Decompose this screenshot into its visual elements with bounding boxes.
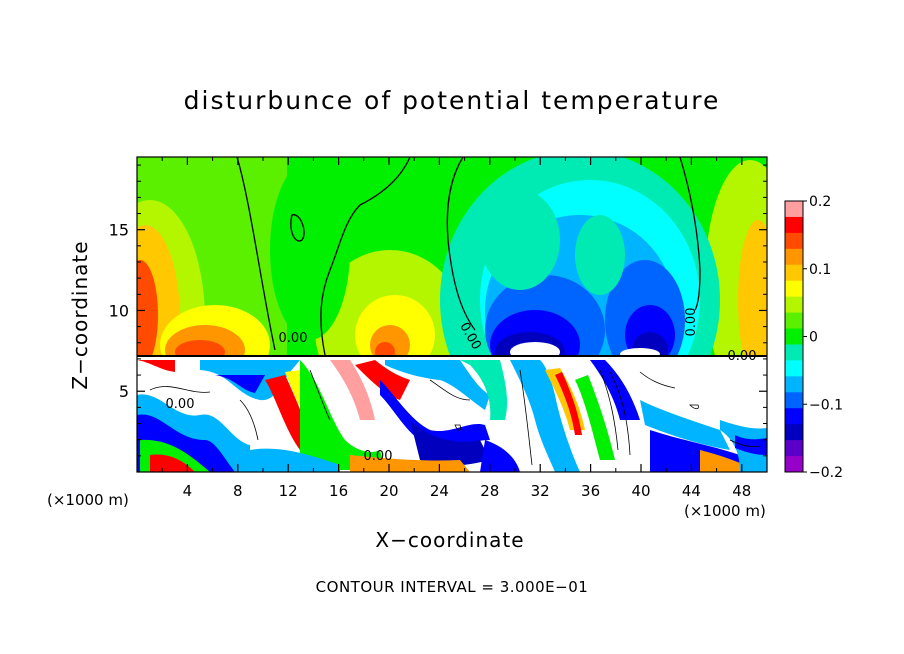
colorbar-swatch [785,201,803,218]
x-axis-label: X−coordinate [375,528,525,552]
x-tick-label: 16 [329,482,348,500]
y-tick-label: 15 [109,221,129,240]
contour-label: 0.00 [364,449,393,464]
colorbar-swatch [785,328,803,345]
contour-lines [137,157,767,357]
x-tick-label: 44 [682,482,701,500]
contour-label: 0.00 [279,331,308,346]
colorbar-swatch [785,312,803,330]
colorbar-swatch [785,280,803,298]
colorbar-swatch [785,216,803,234]
x-unit-label-left: (×1000 m) [47,491,129,509]
colorbar-swatch [785,264,803,282]
chart-title: disturbunce of potential temperature [183,86,721,115]
x-tick-label: 36 [581,482,600,500]
contour-label: 0.00 [684,308,699,337]
colorbar-swatch [785,408,803,425]
x-tick-label: 12 [279,482,298,500]
contour-label: 0.00 [166,397,195,412]
heatmap-field [137,157,767,472]
colorbar-swatch [785,376,803,393]
colorbar-tick-label: −0.2 [809,465,843,481]
x-tick-label: 32 [531,482,550,500]
x-tick-label: 40 [631,482,650,500]
colorbar-swatch [785,392,803,409]
x-unit-label-right: (×1000 m) [684,502,766,520]
colorbar-tick-label: 0 [809,330,818,346]
plot-frame [136,156,768,473]
colorbar-swatch [785,456,803,473]
x-axis: 4 8 12 16 20 24 28 32 36 40 44 48 [161,157,751,500]
y-tick-label: 5 [119,382,129,401]
x-tick-label: 28 [480,482,499,500]
colorbar-swatch [785,360,803,377]
colorbar-swatch [785,232,803,250]
colorbar: 0.2 0.1 0 −0.1 −0.2 [784,194,843,481]
y-axis-label: Z−coordinate [68,240,92,390]
colorbar-swatch [785,424,803,441]
colorbar-swatch [785,344,803,361]
y-tick-label: 10 [109,301,129,320]
colorbar-swatch [785,296,803,314]
x-tick-label: 20 [379,482,398,500]
colorbar-tick-label: −0.1 [809,397,843,413]
x-tick-label: 48 [732,482,751,500]
colorbar-tick-label: 0.2 [809,194,831,210]
y-axis: 5 10 15 [109,164,767,457]
x-tick-label: 24 [430,482,449,500]
colorbar-swatch [785,440,803,457]
colorbar-tick-label: 0.1 [809,262,831,278]
colorbar-swatch [785,248,803,266]
x-tick-label: 8 [233,482,243,500]
contour-interval-text: CONTOUR INTERVAL = 3.000E−01 [315,578,589,596]
contour-label: 0.00 [728,349,757,364]
x-tick-label: 4 [183,482,193,500]
